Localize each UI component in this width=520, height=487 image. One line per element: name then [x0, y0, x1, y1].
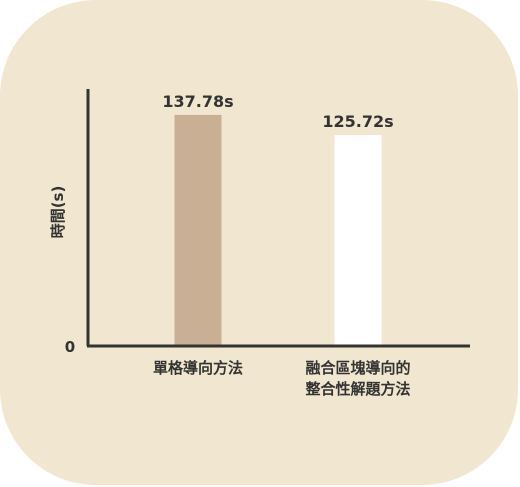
data-label-1: 125.72s	[322, 112, 393, 131]
y-tick-label-0: 0	[65, 338, 75, 356]
data-label-0: 137.78s	[162, 92, 233, 111]
y-axis-label: 時間(s)	[49, 186, 67, 239]
bar-1	[334, 135, 382, 345]
x-tick-label-1-line-0: 融合區塊導向的	[305, 359, 410, 377]
bars-group	[174, 114, 382, 345]
x-tick-label-0-line-0: 單格導向方法	[153, 359, 243, 377]
x-tick-label-1-line-1: 整合性解題方法	[305, 380, 410, 398]
bar-0	[174, 114, 222, 345]
